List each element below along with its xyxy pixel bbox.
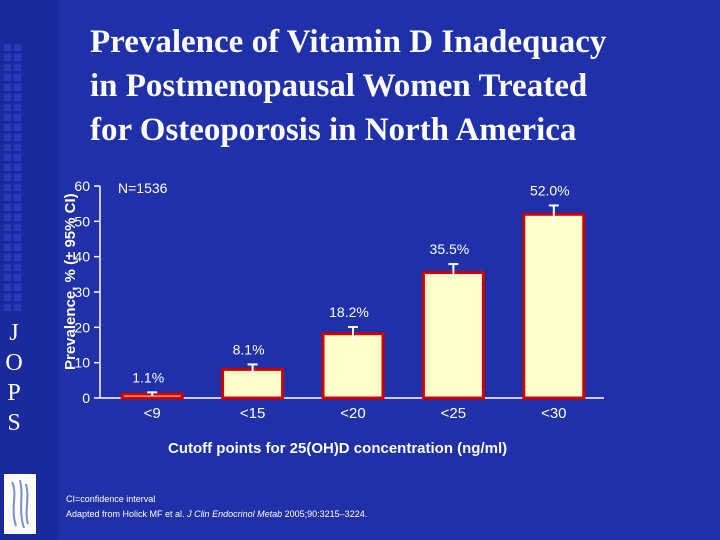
sample-size-label: N=1536 xyxy=(118,180,168,196)
data-label: 8.1% xyxy=(233,341,265,357)
y-tick-label: 60 xyxy=(74,178,90,194)
y-tick-label: 40 xyxy=(74,249,90,265)
decorative-dot-grid xyxy=(4,44,24,314)
data-label: 18.2% xyxy=(329,304,369,320)
data-label: 52.0% xyxy=(530,182,570,198)
bar xyxy=(421,271,485,400)
title-line: for Osteoporosis in North America xyxy=(90,112,577,148)
brand-letter: J xyxy=(9,320,19,346)
side-panel: J O P S xyxy=(0,0,58,540)
bar xyxy=(321,332,385,400)
brand-letters: J O P S xyxy=(4,318,24,438)
footnote-reference: Adapted from Holick MF et al. J Clin End… xyxy=(66,507,367,522)
x-tick-label: <20 xyxy=(340,405,365,422)
y-tick-label: 20 xyxy=(74,319,90,335)
logo-icon xyxy=(4,474,36,534)
y-tick-label: 10 xyxy=(74,355,90,371)
brand-letter: P xyxy=(7,380,21,406)
brand-letter: O xyxy=(5,350,23,376)
x-tick-label: <25 xyxy=(441,405,466,422)
x-tick-label: <30 xyxy=(541,405,566,422)
reference-authors: Adapted from Holick MF et al. xyxy=(66,509,185,519)
reference-journal: J Clin Endocrinol Metab xyxy=(187,509,283,519)
x-tick-label: <15 xyxy=(240,405,265,422)
data-label: 1.1% xyxy=(132,369,164,385)
x-tick-label: <9 xyxy=(144,405,161,422)
data-label: 35.5% xyxy=(430,241,470,257)
title-line: in Postmenopausal Women Treated xyxy=(90,68,588,104)
reference-citation: 2005;90:3215–3224. xyxy=(284,509,368,519)
x-axis-label: Cutoff points for 25(OH)D concentration … xyxy=(168,440,508,457)
y-tick-label: 0 xyxy=(82,390,90,406)
y-tick-label: 30 xyxy=(74,284,90,300)
bar xyxy=(221,367,285,400)
title-line: Prevalence of Vitamin D Inadequacy xyxy=(90,24,607,60)
footnotes: CI=confidence interval Adapted from Holi… xyxy=(66,492,367,522)
bar xyxy=(522,212,586,400)
y-tick-label: 50 xyxy=(74,213,90,229)
footnote-ci: CI=confidence interval xyxy=(66,494,156,504)
slide-title: Prevalence of Vitamin D Inadequacy in Po… xyxy=(90,20,690,152)
logo-mark xyxy=(11,479,29,529)
brand-letter: S xyxy=(7,410,21,436)
